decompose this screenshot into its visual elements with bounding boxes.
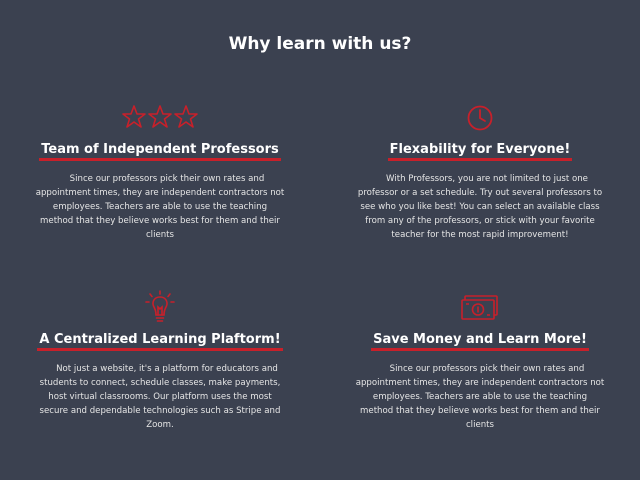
feature-title: A Centralized Learning Plaftorm! (37, 332, 283, 351)
feature-title-wrap: Team of Independent Professors (30, 136, 290, 161)
feature-title: Flexability for Everyone! (387, 142, 573, 161)
feature-card-flexibility: Flexability for Everyone! With Professor… (350, 100, 610, 242)
feature-title-wrap: A Centralized Learning Plaftorm! (30, 326, 290, 351)
feature-title: Team of Independent Professors (39, 142, 281, 161)
feature-title: Save Money and Learn More! (371, 332, 589, 351)
stars-icon (30, 100, 290, 136)
feature-description: With Professors, you are not limited to … (357, 174, 603, 240)
feature-title-wrap: Flexability for Everyone! (350, 136, 610, 161)
feature-title-wrap: Save Money and Learn More! (350, 326, 610, 351)
clock-icon (350, 100, 610, 136)
feature-description: Since our professors pick their own rate… (355, 364, 605, 430)
feature-card-professors: Team of Independent Professors Since our… (30, 100, 290, 242)
money-icon (350, 290, 610, 326)
lightbulb-icon (30, 290, 290, 326)
feature-description: Not just a website, it's a platform for … (39, 364, 281, 430)
section-title: Why learn with us? (228, 34, 412, 54)
feature-card-platform: A Centralized Learning Plaftorm! Not jus… (30, 290, 290, 432)
feature-card-savings: Save Money and Learn More! Since our pro… (350, 290, 610, 432)
feature-description: Since our professors pick their own rate… (35, 174, 285, 240)
